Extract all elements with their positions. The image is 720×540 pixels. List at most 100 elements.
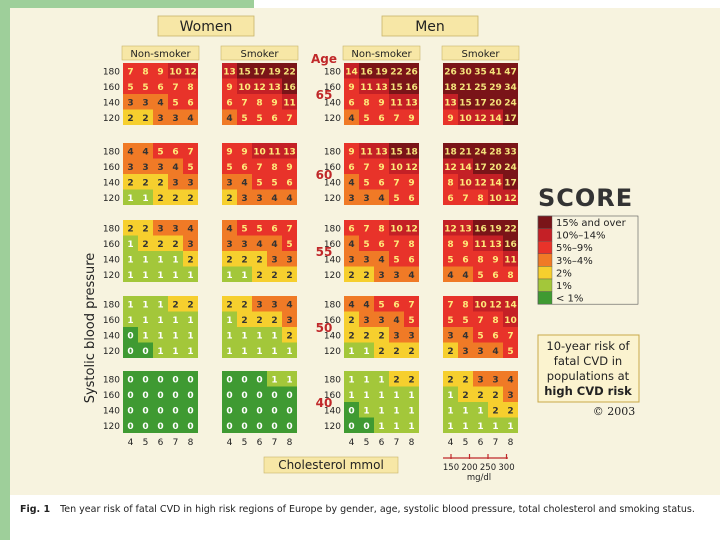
risk-value: 20 <box>489 98 502 108</box>
risk-cell <box>267 296 282 312</box>
risk-value: 9 <box>271 98 277 108</box>
risk-value: 7 <box>408 300 414 310</box>
risk-value: 3 <box>172 178 178 188</box>
risk-cell <box>138 266 153 282</box>
risk-value: 14 <box>345 67 358 77</box>
risk-value: 8 <box>256 98 262 108</box>
risk-cell <box>138 311 153 327</box>
accent-strip <box>0 0 10 540</box>
risk-cell <box>389 251 404 267</box>
risk-value: 3 <box>127 98 133 108</box>
risk-value: 1 <box>447 391 453 401</box>
risk-value: 2 <box>172 194 178 204</box>
risk-info-line: 10-year risk of <box>546 339 630 353</box>
legend-swatch <box>537 240 553 254</box>
risk-cell <box>123 402 138 418</box>
risk-cell <box>168 251 183 267</box>
y-axis-label: Systolic blood pressure <box>83 253 98 404</box>
sbp-tick-label: 140 <box>324 406 341 416</box>
risk-cell <box>138 143 153 159</box>
risk-cell <box>168 235 183 251</box>
risk-value: 1 <box>241 347 247 357</box>
risk-cell <box>168 94 183 110</box>
risk-cell <box>153 143 168 159</box>
risk-value: 1 <box>271 347 277 357</box>
risk-value: 3 <box>172 114 178 124</box>
risk-value: 3 <box>241 240 247 250</box>
risk-cell <box>183 251 198 267</box>
risk-value: 12 <box>504 194 517 204</box>
sbp-tick-label: 140 <box>324 255 341 265</box>
risk-cell <box>404 371 419 387</box>
risk-value: 12 <box>444 224 457 234</box>
risk-cell <box>282 251 297 267</box>
risk-cell <box>443 251 458 267</box>
risk-value: 6 <box>408 255 414 265</box>
cholesterol-tick-label: 7 <box>272 438 278 448</box>
risk-value: 1 <box>393 391 399 401</box>
cholesterol-tick-label: 8 <box>188 438 194 448</box>
risk-cell <box>252 402 267 418</box>
risk-cell <box>443 143 458 159</box>
risk-cell <box>123 266 138 282</box>
risk-cell <box>458 386 473 402</box>
risk-value: 11 <box>360 147 373 157</box>
risk-value: 2 <box>348 271 354 281</box>
risk-value: 5 <box>507 347 513 357</box>
risk-value: 6 <box>348 163 354 173</box>
risk-cell <box>252 220 267 236</box>
risk-value: 1 <box>172 331 178 341</box>
risk-cell <box>389 342 404 358</box>
risk-cell <box>458 266 473 282</box>
risk-value: 0 <box>348 422 354 432</box>
risk-value: 2 <box>142 224 148 234</box>
risk-value: 6 <box>271 114 277 124</box>
risk-value: 5 <box>363 114 369 124</box>
risk-cell <box>458 342 473 358</box>
risk-value: 10 <box>504 316 517 326</box>
risk-cell <box>458 158 473 174</box>
risk-value: 2 <box>142 240 148 250</box>
risk-cell <box>443 109 458 125</box>
sbp-tick-label: 160 <box>103 83 120 93</box>
risk-value: 7 <box>363 224 369 234</box>
risk-cell <box>183 327 198 343</box>
risk-cell <box>168 63 183 79</box>
risk-value: 1 <box>226 347 232 357</box>
risk-cell <box>389 109 404 125</box>
risk-value: 3 <box>507 391 513 401</box>
risk-cell <box>168 296 183 312</box>
risk-value: 0 <box>172 391 178 401</box>
risk-cell <box>168 417 183 433</box>
risk-cell <box>237 251 252 267</box>
risk-cell <box>282 94 297 110</box>
risk-cell <box>443 235 458 251</box>
risk-value: 2 <box>187 255 193 265</box>
risk-value: 1 <box>462 406 468 416</box>
risk-value: 0 <box>226 375 232 385</box>
risk-cell <box>458 63 473 79</box>
risk-cell <box>359 235 374 251</box>
mgdl-tick-label: 300 <box>498 463 514 473</box>
sbp-tick-label: 140 <box>324 178 341 188</box>
risk-cell <box>344 63 359 79</box>
risk-cell <box>237 266 252 282</box>
risk-value: 9 <box>378 163 384 173</box>
risk-cell <box>222 235 237 251</box>
risk-cell <box>252 235 267 251</box>
risk-cell <box>222 94 237 110</box>
risk-value: 6 <box>393 300 399 310</box>
risk-cell <box>344 174 359 190</box>
risk-value: 7 <box>477 316 483 326</box>
risk-value: 1 <box>142 316 148 326</box>
risk-cell <box>344 78 359 94</box>
risk-value: 15 <box>390 83 403 93</box>
risk-value: 18 <box>405 147 418 157</box>
risk-value: 5 <box>157 147 163 157</box>
risk-cell <box>222 296 237 312</box>
risk-value: 12 <box>253 83 266 93</box>
risk-value: 13 <box>459 224 472 234</box>
risk-cell <box>443 402 458 418</box>
sbp-tick-label: 180 <box>324 67 341 77</box>
cholesterol-tick-label: 5 <box>364 438 370 448</box>
